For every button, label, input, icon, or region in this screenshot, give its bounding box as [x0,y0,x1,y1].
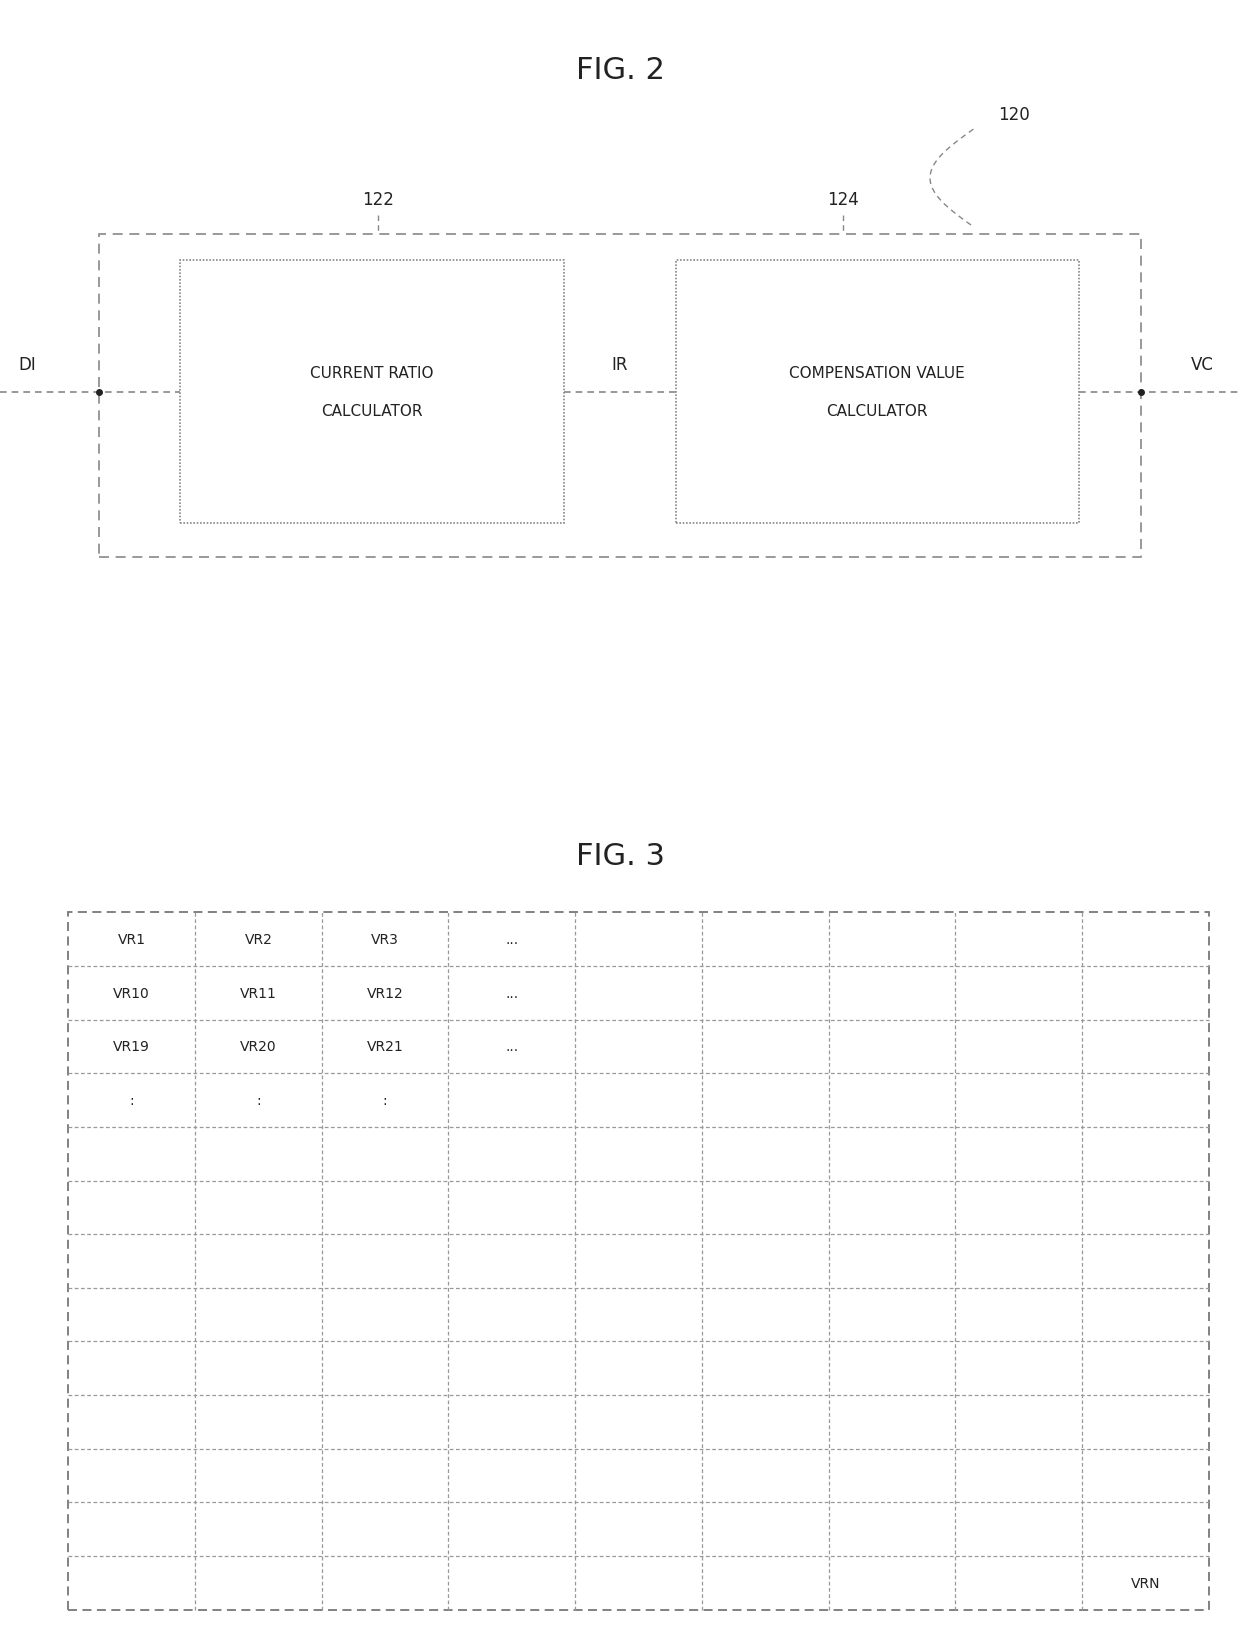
Text: VR3: VR3 [371,932,399,947]
Text: 120: 120 [998,106,1030,124]
Text: :: : [383,1094,387,1107]
Text: VR2: VR2 [244,932,273,947]
Text: VRN: VRN [1131,1576,1161,1589]
Text: :: : [129,1094,134,1107]
Text: 122: 122 [362,191,394,209]
Text: VR1: VR1 [118,932,145,947]
Bar [676,261,1079,523]
Text: VC: VC [1190,355,1213,373]
Text: ...: ... [505,1040,518,1055]
Bar [180,261,564,523]
Bar [68,913,1209,1610]
Text: VR19: VR19 [113,1040,150,1055]
Text: FIG. 3: FIG. 3 [575,841,665,870]
Text: CURRENT RATIO: CURRENT RATIO [310,367,434,381]
Text: 124: 124 [827,191,859,209]
Text: :: : [255,1094,260,1107]
Text: VR12: VR12 [367,986,403,1001]
Text: DI: DI [19,355,36,373]
Text: VR11: VR11 [239,986,277,1001]
Text: COMPENSATION VALUE: COMPENSATION VALUE [790,367,965,381]
Text: VR20: VR20 [241,1040,277,1055]
Text: FIG. 2: FIG. 2 [575,55,665,85]
Text: IR: IR [611,355,629,373]
Text: VR10: VR10 [113,986,150,1001]
Text: ...: ... [505,986,518,1001]
Bar [99,235,1141,557]
Text: VR21: VR21 [367,1040,403,1055]
Text: CALCULATOR: CALCULATOR [827,404,928,419]
Text: ...: ... [505,932,518,947]
Text: CALCULATOR: CALCULATOR [321,404,423,419]
